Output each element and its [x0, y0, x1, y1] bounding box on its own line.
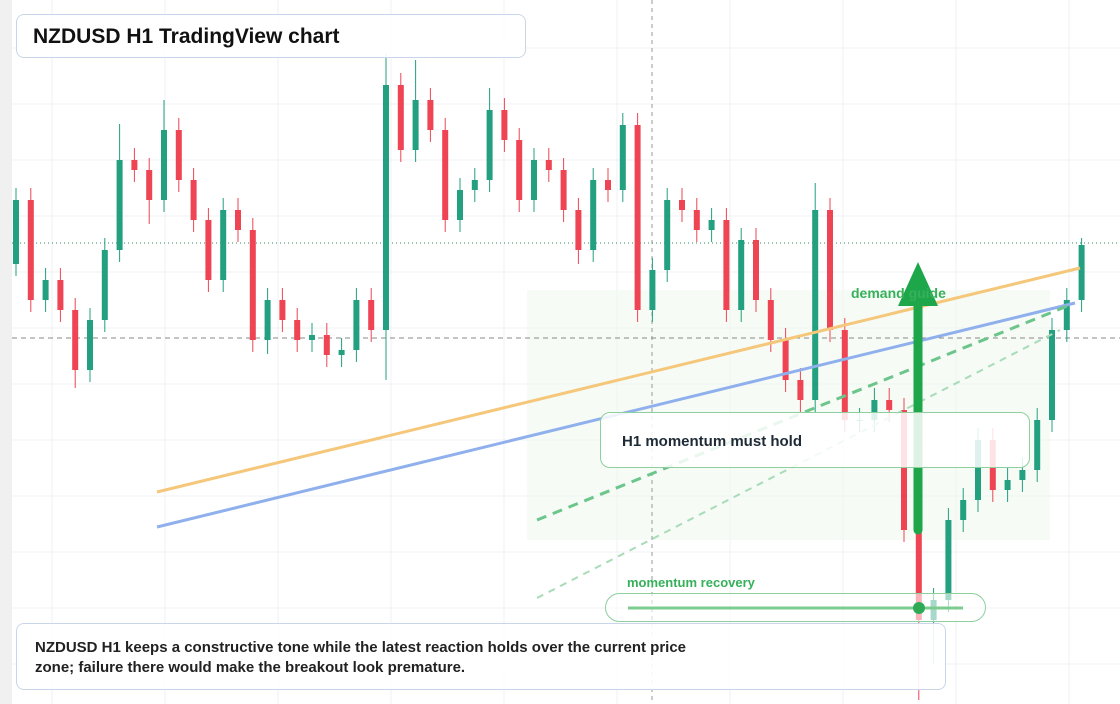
candle-body	[368, 300, 375, 330]
candle-body	[516, 140, 523, 200]
candle-body	[116, 160, 123, 250]
candle-body	[457, 190, 463, 220]
candle-body	[619, 125, 626, 190]
candle-body	[249, 230, 256, 340]
candle-body	[1004, 480, 1011, 490]
candle-body	[264, 300, 271, 340]
annotation-label: demand guide	[851, 285, 946, 301]
candle-body	[664, 200, 671, 270]
candle-body	[605, 180, 611, 190]
candle-body	[101, 250, 108, 320]
candle-body	[871, 400, 878, 420]
title-box: NZDUSD H1 TradingView chart	[16, 14, 526, 58]
candle-body	[353, 300, 360, 350]
candle-body	[649, 270, 656, 310]
candle-body	[279, 300, 286, 320]
candle-body	[501, 110, 508, 140]
candle-body	[945, 520, 952, 600]
candle-body	[1034, 420, 1041, 470]
candle-body	[723, 220, 730, 310]
candle-body	[901, 410, 907, 530]
candle-body	[175, 130, 182, 180]
candle-body	[753, 240, 759, 300]
candle-body	[131, 160, 138, 170]
candle-body	[427, 100, 434, 130]
candle-body	[531, 160, 537, 200]
candle-body	[827, 210, 833, 330]
candle-body	[57, 280, 64, 310]
candle-body	[545, 160, 552, 170]
candle-body	[886, 400, 893, 410]
recovery-slider	[628, 602, 963, 614]
candle-body	[738, 240, 745, 310]
candle-body	[220, 210, 227, 280]
trend-line-light-dashed	[536, 329, 1061, 599]
arrow-head	[898, 262, 938, 306]
candle-body	[27, 200, 34, 300]
candle-body	[323, 335, 330, 355]
candle-body	[486, 110, 493, 180]
candle-body	[87, 320, 93, 370]
candle-body	[575, 210, 582, 250]
candle-body	[797, 380, 804, 400]
candle-body	[294, 320, 301, 340]
candle-body	[782, 340, 789, 380]
trend-line-green-dashed	[536, 303, 1071, 522]
candle-body	[383, 85, 389, 330]
candle-body	[960, 500, 967, 520]
annotation-label: momentum recovery	[627, 575, 755, 590]
candle-body	[338, 350, 345, 355]
candle-body	[841, 330, 848, 420]
candle-body	[679, 200, 685, 210]
candle-body	[634, 125, 641, 310]
slider-knob	[913, 602, 925, 614]
candle-body	[915, 530, 922, 620]
candle-body	[1049, 330, 1055, 420]
candle-body	[397, 85, 404, 150]
left-edge	[0, 0, 12, 704]
candle-body	[442, 130, 449, 220]
candle-body	[1063, 300, 1070, 330]
annotation-box: H1 momentum must hold	[600, 412, 1030, 468]
candle-body	[42, 280, 49, 300]
candle-body	[1019, 470, 1026, 480]
candle-body	[1078, 245, 1085, 300]
note-box: NZDUSD H1 keeps a constructive tone whil…	[16, 623, 946, 690]
candle-body	[146, 170, 153, 200]
candle-body	[309, 335, 315, 340]
candle-body	[190, 180, 197, 220]
candle-body	[235, 210, 241, 230]
candle-body	[412, 100, 419, 150]
candle-body	[590, 180, 597, 250]
candle-body	[205, 220, 212, 280]
candle-body	[708, 220, 715, 230]
candle-body	[767, 300, 774, 340]
candle-body	[812, 210, 819, 400]
candle-body	[471, 180, 478, 190]
candle-body	[693, 210, 700, 230]
recovery-pill	[605, 593, 986, 622]
note-text: NZDUSD H1 keeps a constructive tone whil…	[35, 639, 687, 676]
candles	[13, 54, 1085, 700]
candle-body	[560, 170, 567, 210]
candle-body	[13, 200, 19, 264]
candle-body	[161, 130, 167, 200]
candle-body	[72, 310, 79, 370]
candle-body	[975, 440, 981, 500]
